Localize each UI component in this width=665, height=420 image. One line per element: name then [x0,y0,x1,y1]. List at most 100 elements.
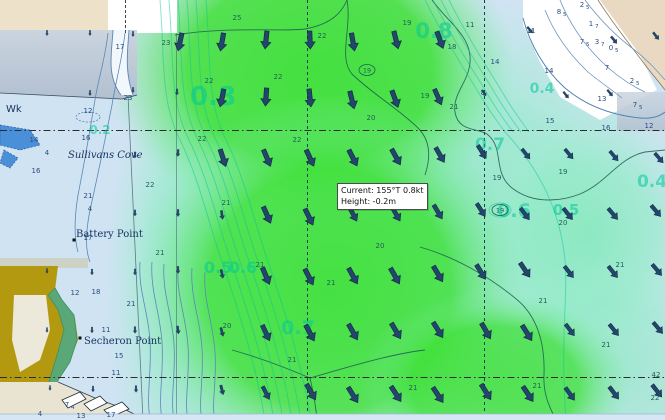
current-arrow [649,203,661,217]
current-arrow [653,151,664,164]
current-arrow [48,385,52,391]
current-arrow [475,144,487,159]
current-arrow [388,321,402,340]
current-arrow [479,321,492,340]
current-arrow [216,32,228,52]
decimal-sounding: 2 [580,1,584,9]
current-arrows-layer [45,26,664,404]
current-speed-label: 0.5 [204,258,232,277]
current-arrow [88,90,92,96]
current-arrow [175,325,181,335]
current-arrow [607,385,619,400]
current-arrow [133,151,137,159]
depth-sounding: 22 [198,135,207,143]
current-arrow [474,263,487,280]
decimal-sounding: 7 [580,38,584,46]
current-arrow [563,322,575,337]
current-arrow [302,267,315,286]
current-speed-overlay [105,0,665,420]
current-arrow [650,383,663,398]
depth-sounding: 15 [546,117,555,125]
current-arrow [260,148,273,167]
current-arrow [563,147,574,160]
depth-sounding: 19 [403,19,412,27]
current-arrow [610,35,618,44]
depth-sounding: 15 [115,352,124,360]
decimal-sounding-fraction: 5 [615,48,619,54]
depth-sounding: 19 [421,92,430,100]
current-arrow [175,266,181,274]
current-arrow [388,384,402,403]
depth-sounding: 21 [409,384,418,392]
current-arrow [431,203,444,220]
current-speed-contours [159,0,567,420]
current-arrow [90,268,94,276]
depth-sounding: 20 [223,322,232,330]
current-arrow [651,320,663,334]
landmark-dot [72,238,76,242]
depth-sounding: 21 [222,199,231,207]
current-arrow [563,386,575,401]
depth-sounding: 13 [598,95,607,103]
depth-sounding: 42 [652,371,661,379]
current-arrow [345,385,359,404]
current-arrow [88,30,92,36]
current-arrow [606,206,618,220]
current-arrow [175,209,181,217]
depth-sounding: 12 [645,122,654,130]
depth-sounding: 7 [605,64,609,72]
decimal-soundings-layer: 8 52 51 77 5 3 7 0 52 57 57 4 [65,1,643,411]
place-name-label: Sullivans Cove [68,150,143,161]
current-arrow [131,87,135,93]
depth-sounding: 16 [82,134,91,142]
current-arrow [346,322,359,341]
current-arrow [432,87,444,106]
depth-sounding: 18 [448,43,457,51]
current-arrow [174,88,179,96]
current-arrow [260,205,273,224]
current-arrow [478,382,492,401]
depth-sounding: 21 [327,279,336,287]
current-arrow [217,148,229,168]
current-arrow [608,149,619,162]
current-speed-label: 0.4 [637,172,665,192]
current-arrow [606,264,618,278]
depth-sounding: 21 [616,261,625,269]
current-arrow [304,88,316,108]
current-arrow [260,323,272,342]
decimal-sounding: 1 [589,20,593,28]
depth-sounding: 21 [450,103,459,111]
current-arrow [474,202,486,217]
depth-sounding: 12 [84,107,93,115]
current-speed-label: 0.6 [497,200,531,222]
depth-sounding: 25 [233,14,242,22]
current-speed-label: 0.8 [415,19,452,43]
decimal-sounding-fraction: 5 [563,12,567,18]
current-arrow [650,262,662,276]
depth-sounding: 21 [602,341,611,349]
depth-sounding: 11 [112,369,121,377]
current-speed-label: 0.2 [89,123,110,137]
decimal-sounding: 2 [630,77,634,85]
depth-sounding: 23 [162,39,171,47]
depth-sounding: 11 [466,21,475,29]
current-arrow [388,266,401,285]
current-speed-label: 0.8 [190,82,236,112]
depth-sounding: 20 [559,219,568,227]
depth-sounding: 14 [545,67,554,75]
place-name-label: Wk [6,104,22,115]
decimal-sounding: 7 [633,101,637,109]
current-arrow [561,206,573,220]
depth-sounding: 16 [602,124,611,132]
current-arrow [216,88,228,108]
current-arrow [133,385,139,393]
circled-depth-value: 19 [363,66,371,74]
depth-sounding: 21 [84,192,93,200]
depth-sounding: 11 [102,326,111,334]
bottom-chart-strip [0,414,665,420]
tooltip-height-line: Height: -0.2m [341,197,397,206]
depth-sounding: 21 [256,261,265,269]
current-arrow [652,31,659,40]
